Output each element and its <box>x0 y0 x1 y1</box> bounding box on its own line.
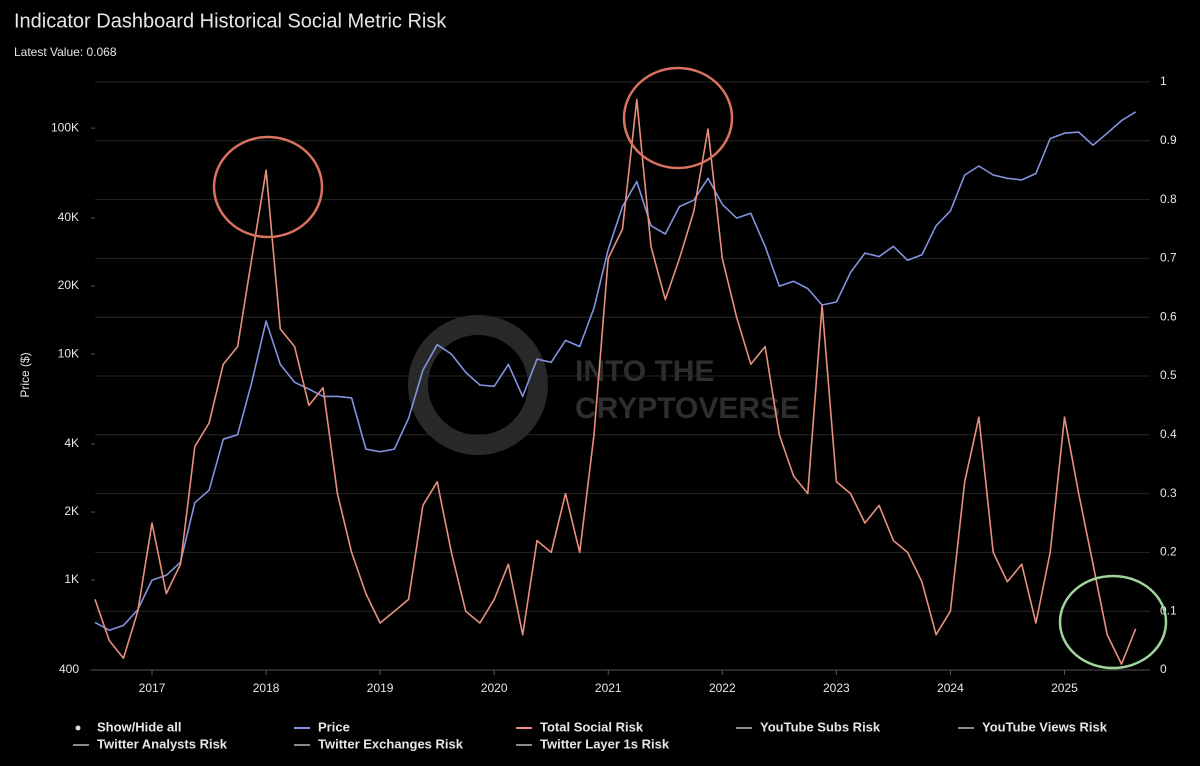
legend-label: Price <box>318 719 350 734</box>
y-tick-label: 20K <box>58 278 79 292</box>
y-tick-label: 40K <box>58 210 79 224</box>
legend-label: YouTube Subs Risk <box>760 719 881 734</box>
x-tick-label: 2021 <box>595 681 622 695</box>
x-tick-label: 2019 <box>367 681 394 695</box>
y2-tick-label: 0.2 <box>1160 545 1177 559</box>
annotation-circle <box>212 135 324 239</box>
x-tick-label: 2024 <box>937 681 964 695</box>
watermark-text: INTO THE <box>575 355 714 388</box>
legend-label: YouTube Views Risk <box>982 719 1108 734</box>
legend-label: Show/Hide all <box>97 719 182 734</box>
watermark-text: CRYPTOVERSE <box>575 392 800 425</box>
legend-label: Twitter Exchanges Risk <box>318 736 464 751</box>
y-tick-label: 2K <box>64 504 79 518</box>
y2-tick-label: 0.6 <box>1160 309 1177 323</box>
y2-tick-label: 0.8 <box>1160 192 1177 206</box>
series-line <box>94 98 1137 665</box>
y2-tick-label: 1 <box>1160 74 1167 88</box>
legend-item[interactable]: YouTube Views Risk <box>958 719 1108 734</box>
y2-tick-label: 0.4 <box>1160 427 1177 441</box>
legend-label: Twitter Analysts Risk <box>97 736 228 751</box>
chart-title: Indicator Dashboard Historical Social Me… <box>14 10 447 32</box>
legend: Show/Hide all Price Total Social Risk YouTu… <box>73 719 1108 751</box>
y2-tick-label: 0.5 <box>1160 368 1177 382</box>
chart-subtitle: Latest Value: 0.068 <box>14 45 117 59</box>
legend-label: Total Social Risk <box>540 719 644 734</box>
series-line <box>94 111 1137 631</box>
legend-item[interactable]: Show/Hide all <box>75 719 182 734</box>
y-tick-label: 1K <box>64 572 79 586</box>
y-tick-label: 400 <box>59 662 79 676</box>
y2-tick-label: 0.9 <box>1160 133 1177 147</box>
x-tick-label: 2025 <box>1051 681 1078 695</box>
x-tick-label: 2022 <box>709 681 736 695</box>
x-tick-label: 2017 <box>139 681 166 695</box>
x-tick-label: 2018 <box>253 681 280 695</box>
x-tick-label: 2020 <box>481 681 508 695</box>
annotation-circle <box>1058 574 1168 670</box>
y2-tick-label: 0.7 <box>1160 251 1177 265</box>
x-tick-label: 2023 <box>823 681 850 695</box>
legend-item[interactable]: Twitter Analysts Risk <box>73 736 228 751</box>
plot-area: 00.10.20.30.40.50.60.70.80.914001K2K4K10… <box>51 74 1177 695</box>
legend-item[interactable]: Total Social Risk <box>516 719 644 734</box>
y-tick-label: 4K <box>64 436 79 450</box>
y-axis-label: Price ($) <box>18 352 32 397</box>
legend-dot <box>75 725 81 731</box>
annotation-circle <box>622 66 734 170</box>
legend-item[interactable]: Twitter Exchanges Risk <box>294 736 464 751</box>
y2-tick-label: 0 <box>1160 662 1167 676</box>
legend-item[interactable]: Twitter Layer 1s Risk <box>516 736 670 751</box>
legend-label: Twitter Layer 1s Risk <box>540 736 670 751</box>
y-tick-label: 100K <box>51 120 79 134</box>
y2-tick-label: 0.3 <box>1160 486 1177 500</box>
legend-item[interactable]: Price <box>294 719 350 734</box>
legend-item[interactable]: YouTube Subs Risk <box>736 719 881 734</box>
y-tick-label: 10K <box>58 346 79 360</box>
